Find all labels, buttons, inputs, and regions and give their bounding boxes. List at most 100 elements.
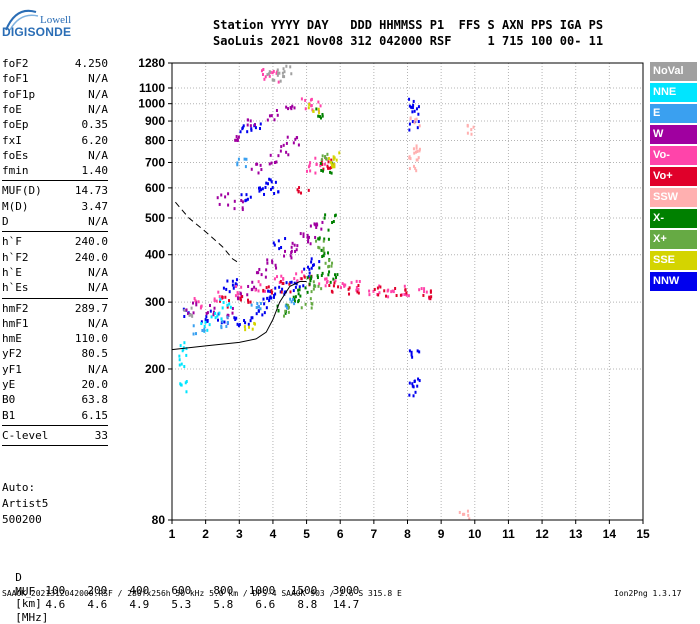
data-point-x- (312, 280, 315, 284)
y-tick-label: 800 (145, 133, 165, 147)
data-point-nnw (414, 390, 417, 394)
data-point-nnw (244, 199, 247, 203)
data-point-vo- (348, 292, 351, 296)
x-tick-label: 5 (303, 527, 310, 541)
data-point-nnw (410, 105, 413, 109)
data-point-nnw (284, 237, 287, 241)
param-label: h`E (2, 265, 22, 279)
param-label: B0 (2, 393, 16, 407)
data-point-nne (178, 354, 181, 358)
data-point-nne (220, 317, 223, 321)
data-point-nnw (233, 316, 236, 320)
data-point-nnw (249, 319, 252, 323)
param-separator (2, 180, 108, 182)
data-point-w (241, 206, 244, 210)
data-point-e (259, 307, 262, 311)
data-point-x- (332, 277, 335, 281)
data-point-x- (283, 314, 286, 318)
data-point-w (285, 150, 288, 154)
data-point-vo- (325, 280, 328, 284)
data-point-vo- (357, 287, 360, 291)
x-tick-label: 15 (636, 527, 650, 541)
data-point-nnw (250, 316, 253, 320)
data-point-ssw (409, 116, 412, 120)
data-point-x- (318, 246, 321, 250)
data-point-nnw (298, 285, 301, 289)
data-point-nnw (268, 296, 271, 300)
lowell-digisonde-logo (2, 4, 78, 40)
data-point-w (212, 313, 215, 317)
data-point-ssw (414, 118, 417, 122)
data-point-w (253, 285, 256, 289)
data-point-noval (273, 78, 276, 82)
data-point-nnw (273, 192, 276, 196)
data-point-e (290, 300, 293, 304)
data-point-w (220, 193, 223, 197)
param-label: MUF(D) (2, 184, 42, 198)
data-point-nnw (302, 284, 305, 288)
data-point-w (227, 313, 230, 317)
data-point-vo- (373, 287, 376, 291)
data-point-nnw (249, 195, 252, 199)
data-point-vo- (339, 286, 342, 290)
data-point-vo- (341, 282, 344, 286)
data-point-e (256, 302, 259, 306)
data-point-ssw (413, 121, 416, 125)
data-point-w (294, 137, 297, 141)
data-point-nnw (270, 296, 273, 300)
data-point-vo- (403, 284, 406, 288)
data-point-x- (328, 259, 331, 263)
data-point-vo- (328, 166, 331, 170)
data-point-nnw (255, 312, 258, 316)
data-point-vo- (270, 289, 273, 293)
data-point-vo- (309, 169, 312, 173)
y-tick-label: 1000 (138, 97, 165, 111)
param-row-b1: B1 6.15 (2, 409, 108, 424)
data-point-w (264, 275, 267, 279)
data-point-vo- (271, 71, 274, 75)
data-point-vo- (347, 287, 350, 291)
data-point-nnw (270, 187, 273, 191)
data-point-nne (226, 303, 229, 307)
data-point-w (185, 308, 188, 312)
data-point-w (260, 168, 263, 172)
param-label: hmF1 (2, 316, 29, 330)
x-tick-label: 3 (236, 527, 243, 541)
data-point-vo- (213, 297, 216, 301)
data-point-vo- (272, 69, 275, 73)
y-tick-label: 600 (145, 181, 165, 195)
data-point-nnw (417, 105, 420, 109)
data-point-sse (243, 325, 246, 329)
data-point-vo- (357, 284, 360, 288)
data-point-nnw (408, 349, 411, 353)
data-point-vo- (279, 279, 282, 283)
distance-value: 400 (129, 584, 150, 597)
distance-value: 1000 (248, 584, 276, 597)
data-point-e (226, 320, 229, 324)
data-point-nne (216, 314, 219, 318)
data-point-nnw (200, 320, 203, 324)
param-row-fof1: foF1 N/A (2, 72, 108, 87)
data-point-x- (327, 237, 330, 241)
legend-item-vo-: Vo+ (650, 167, 697, 186)
param-row-muf-d-: MUF(D) 14.73 (2, 184, 108, 199)
data-point-x- (298, 288, 301, 292)
data-point-w (289, 254, 292, 258)
data-point-nnw (235, 316, 238, 320)
data-point-vo- (270, 290, 273, 294)
data-point-vo- (254, 288, 257, 292)
data-point-w (266, 258, 269, 262)
data-point-sse (338, 151, 341, 155)
data-point-x- (325, 157, 328, 161)
logo-lowell-text: Lowell (40, 14, 72, 26)
data-point-vo- (344, 283, 347, 287)
data-point-vo- (215, 299, 218, 303)
data-point-nnw (408, 104, 411, 108)
data-point-nnw (417, 377, 420, 381)
data-point-nnw (260, 188, 263, 192)
data-point-nnw (307, 275, 310, 279)
data-point-nnw (310, 257, 313, 261)
data-point-vo- (356, 290, 359, 294)
param-row-c-level: C-level 33 (2, 429, 108, 444)
data-point-nnw (278, 285, 281, 289)
